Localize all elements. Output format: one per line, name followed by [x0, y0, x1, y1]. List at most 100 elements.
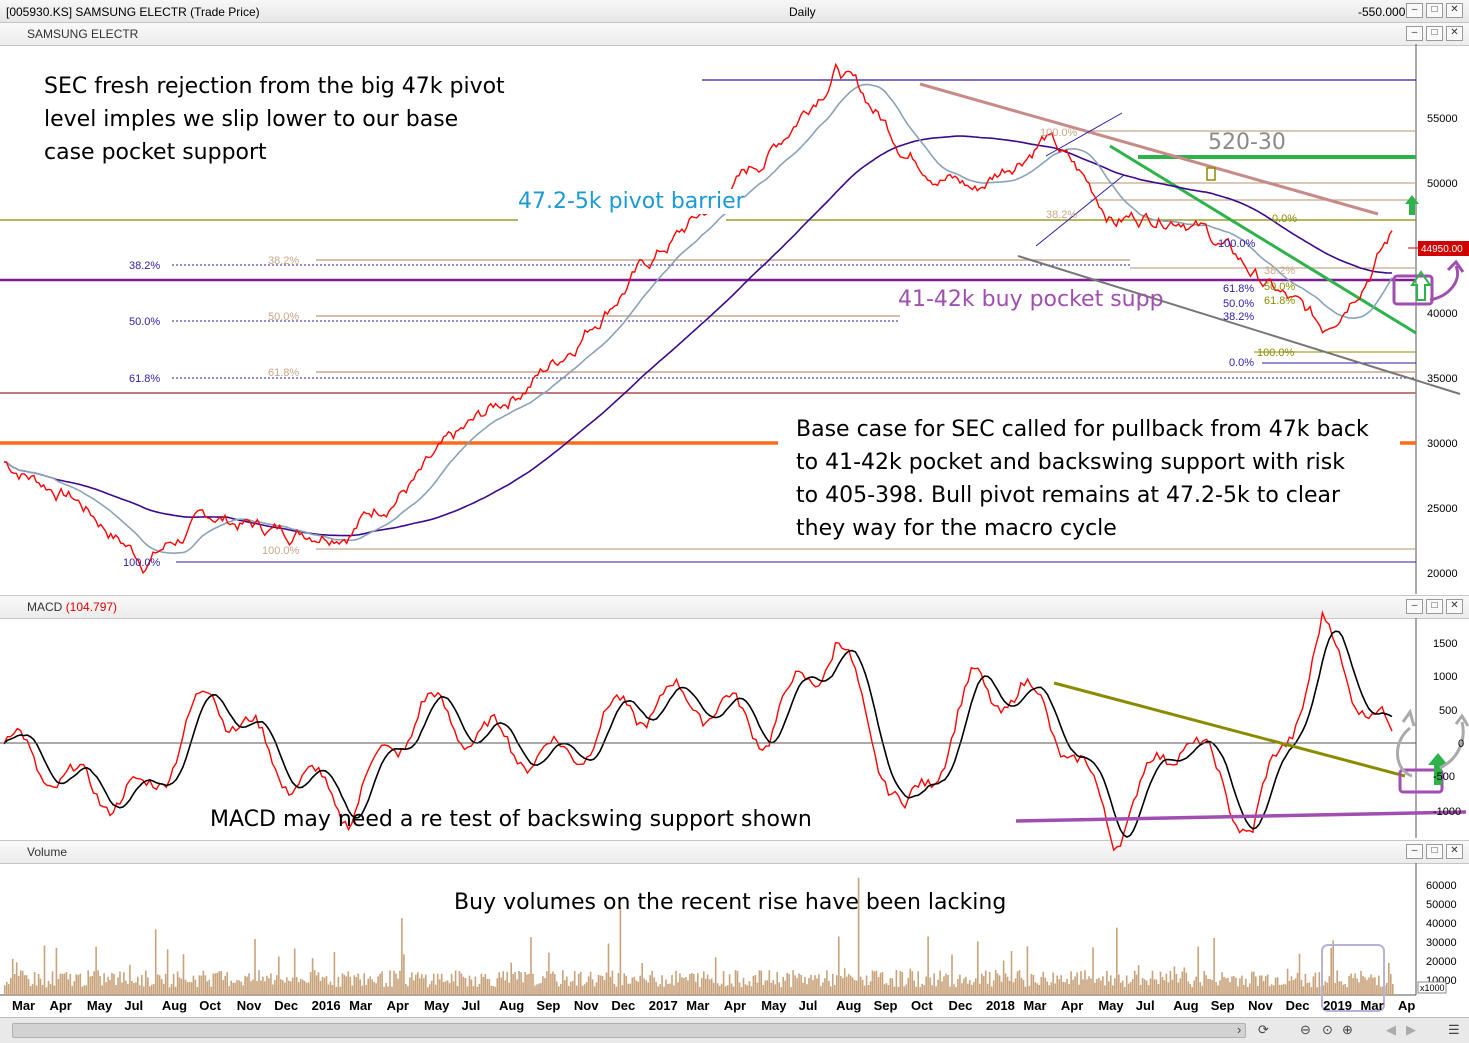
volume-bar — [321, 976, 324, 995]
volume-bar — [842, 978, 844, 995]
volume-bar — [1274, 977, 1277, 995]
volume-bar — [454, 970, 457, 995]
volume-bar — [730, 983, 733, 995]
price-panel-title: SAMSUNG ELECTR — [27, 27, 139, 41]
volume-bar — [1078, 984, 1080, 995]
volume-panel-minimize-button[interactable]: – — [1406, 844, 1423, 859]
volume-bar — [391, 986, 393, 995]
zoom-in-icon[interactable]: ⊕ — [1342, 1022, 1353, 1037]
macd-panel-minimize-button[interactable]: – — [1406, 599, 1423, 614]
volume-bar — [941, 981, 943, 995]
period-label: Daily — [789, 5, 816, 19]
volume-bar — [929, 977, 931, 995]
volume-bar — [869, 981, 872, 995]
volume-bar — [315, 975, 318, 995]
volume-panel-maximize-button[interactable]: □ — [1426, 844, 1443, 859]
volume-bar — [710, 978, 713, 995]
volume-bar — [399, 970, 401, 995]
zoom-fit-icon[interactable]: ⊙ — [1322, 1022, 1333, 1037]
volume-y-tick: 30000 — [1426, 937, 1457, 949]
volume-bar — [1175, 974, 1178, 995]
volume-bar — [466, 986, 469, 995]
volume-bar — [1086, 979, 1088, 995]
macd-panel-close-button[interactable]: ✕ — [1446, 599, 1463, 614]
volume-bar — [986, 983, 989, 995]
volume-bar — [1139, 984, 1142, 995]
volume-bar — [381, 971, 383, 995]
x-axis-month-label: May — [1098, 998, 1124, 1013]
volume-bar — [417, 972, 419, 995]
maximize-button[interactable]: □ — [1426, 3, 1443, 18]
volume-bar — [1026, 946, 1029, 995]
volume-bar — [1074, 976, 1076, 995]
fib-label: 100.0% — [1257, 347, 1295, 359]
volume-bar — [1096, 979, 1098, 995]
volume-bar — [1360, 970, 1362, 995]
volume-bar — [69, 973, 72, 995]
volume-bar — [464, 978, 467, 995]
volume-bar — [887, 985, 890, 995]
volume-bar — [975, 978, 977, 995]
price-projection-curve — [1429, 265, 1459, 302]
price-y-tick: 30000 — [1427, 438, 1458, 450]
price-up-arrow-small-icon — [1405, 195, 1419, 215]
scroll-right-icon[interactable]: › — [1237, 1022, 1242, 1037]
volume-bar — [542, 976, 544, 995]
volume-bar — [816, 978, 818, 995]
volume-bar — [919, 987, 921, 995]
volume-bar — [1374, 977, 1376, 995]
scroll-back-icon[interactable]: ◀ — [1386, 1022, 1396, 1037]
price-panel-maximize-button[interactable]: □ — [1426, 26, 1443, 41]
volume-bar — [210, 986, 213, 995]
volume-bar — [1044, 977, 1047, 995]
price-panel-minimize-button[interactable]: – — [1406, 26, 1423, 41]
price-y-tick: 55000 — [1427, 113, 1458, 125]
scroll-forward-icon[interactable]: ▶ — [1406, 1022, 1416, 1037]
volume-bar — [97, 970, 99, 995]
x-axis-month-label: Sep — [536, 998, 561, 1013]
volume-bar — [1191, 987, 1193, 995]
volume-bar — [607, 943, 610, 995]
volume-bar — [1171, 979, 1174, 995]
volume-bar — [1243, 984, 1245, 995]
volume-bar — [776, 972, 778, 995]
window-title: [005930.KS] SAMSUNG ELECTR (Trade Price) — [6, 5, 260, 19]
volume-bar — [164, 974, 167, 995]
fib-label: 61.8% — [129, 373, 160, 385]
volume-bar — [782, 976, 784, 995]
volume-panel-close-button[interactable]: ✕ — [1446, 844, 1463, 859]
volume-bar — [1129, 982, 1132, 995]
refresh-icon[interactable]: ⟳ — [1258, 1022, 1269, 1037]
volume-bar — [490, 985, 493, 995]
close-button[interactable]: ✕ — [1446, 3, 1463, 18]
volume-bar — [415, 974, 417, 995]
macd-panel-maximize-button[interactable]: □ — [1426, 599, 1443, 614]
last-price-tag — [1418, 241, 1469, 256]
volume-bar — [863, 985, 866, 995]
scrollbar-thumb[interactable] — [12, 1023, 1246, 1038]
volume-bar — [1022, 979, 1025, 995]
volume-bar — [764, 980, 767, 995]
volume-bar — [57, 979, 60, 995]
volume-bar — [337, 976, 340, 995]
volume-bar — [544, 978, 546, 995]
list-icon[interactable]: ☰ — [1448, 1022, 1460, 1037]
volume-bar — [423, 978, 425, 995]
horizontal-scrollbar[interactable]: › ⟳ ⊖ ⊙ ⊕ ◀ ▶ ☰ — [0, 1017, 1469, 1043]
minimize-button[interactable]: – — [1406, 3, 1423, 18]
volume-bar — [220, 971, 222, 995]
volume-bar — [1284, 984, 1287, 995]
volume-bar — [724, 986, 727, 995]
zoom-out-icon[interactable]: ⊖ — [1300, 1022, 1311, 1037]
headline-line: SEC fresh rejection from the big 47k piv… — [44, 74, 505, 99]
green-trendline — [1109, 144, 1417, 335]
volume-bar — [564, 980, 566, 995]
volume-bar — [762, 985, 765, 995]
volume-bar — [351, 985, 354, 995]
price-panel-close-button[interactable]: ✕ — [1446, 26, 1463, 41]
volume-y-tick: 40000 — [1426, 918, 1457, 930]
x-axis-month-label: Mar — [12, 998, 36, 1013]
volume-bar — [927, 936, 929, 995]
volume-bar — [196, 987, 199, 995]
